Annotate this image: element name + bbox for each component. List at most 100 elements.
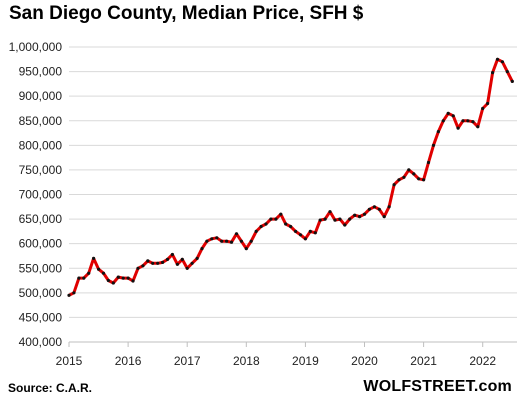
data-point (505, 70, 509, 74)
data-point (392, 183, 396, 187)
x-tick-label: 2017 (174, 354, 201, 368)
data-point (446, 111, 450, 115)
data-point (412, 172, 416, 176)
data-point (372, 205, 376, 209)
data-point (229, 240, 234, 244)
y-tick-label: 900,000 (19, 89, 63, 103)
data-point (402, 175, 406, 179)
data-point (156, 261, 160, 265)
data-point (234, 232, 239, 236)
data-point (333, 218, 337, 222)
brand-wolfstreet: WOLFSTREET.com (363, 378, 512, 395)
data-point (131, 279, 135, 283)
data-point (343, 223, 347, 227)
y-tick-label: 800,000 (19, 138, 63, 152)
x-tick-label: 2020 (351, 354, 378, 368)
series-line (67, 57, 514, 297)
data-point (180, 257, 184, 261)
data-point (146, 259, 150, 263)
x-tick-label: 2015 (56, 354, 83, 368)
data-point (121, 276, 125, 280)
data-point (264, 222, 268, 226)
y-tick-label: 400,000 (19, 335, 63, 349)
data-point (106, 278, 110, 283)
data-point (284, 222, 288, 226)
data-point (141, 264, 145, 268)
series-median-price (67, 57, 514, 297)
x-tick-label: 2018 (233, 354, 260, 368)
data-point (87, 271, 91, 275)
data-point (495, 57, 500, 61)
data-point (318, 218, 322, 222)
y-tick-label: 550,000 (19, 261, 63, 275)
data-point (338, 217, 342, 221)
data-point (239, 239, 243, 243)
data-point (170, 252, 174, 257)
data-point (195, 256, 199, 260)
y-axis: 400,000 450,000 500,000 550,000 600,000 650,0… (9, 40, 63, 349)
data-point (323, 217, 327, 221)
data-point (500, 60, 504, 64)
data-point (353, 213, 357, 217)
data-point (101, 271, 106, 275)
data-point (215, 236, 219, 240)
data-point (298, 233, 303, 237)
data-point (205, 239, 209, 243)
data-point (249, 239, 253, 243)
chart-title: San Diego County, Median Price, SFH $ (9, 3, 364, 24)
x-tick-label: 2019 (292, 354, 319, 368)
data-point (190, 261, 194, 265)
data-point (185, 266, 189, 270)
data-point (441, 119, 445, 123)
data-point (294, 229, 298, 233)
data-point (254, 229, 258, 233)
data-point (269, 217, 273, 221)
y-tick-label: 650,000 (19, 212, 63, 226)
data-point (417, 177, 421, 181)
data-point (220, 239, 224, 243)
y-tick-label: 700,000 (19, 188, 63, 202)
y-tick-label: 600,000 (19, 237, 63, 251)
data-point (358, 215, 362, 219)
data-point (72, 291, 76, 295)
data-point (67, 293, 71, 297)
data-point (303, 237, 307, 241)
x-tick-label: 2016 (115, 354, 142, 368)
gridlines (69, 46, 517, 318)
data-point (165, 257, 170, 261)
data-point (387, 205, 391, 209)
x-axis: 2015 2016 2017 2018 2019 2020 2021 2022 (56, 341, 517, 368)
data-point (92, 256, 96, 260)
x-tick-label: 2022 (469, 354, 496, 368)
data-point (136, 266, 140, 270)
data-point (436, 130, 440, 134)
y-tick-label: 500,000 (19, 286, 63, 300)
y-tick-label: 850,000 (19, 114, 63, 128)
data-point (200, 247, 204, 251)
y-tick-label: 450,000 (19, 310, 63, 324)
data-point (97, 267, 101, 271)
source-note: Source: C.A.R. (8, 381, 93, 395)
data-point (407, 168, 411, 172)
data-point (313, 231, 317, 235)
data-point (244, 247, 248, 251)
data-point (481, 106, 485, 111)
data-point (510, 79, 514, 83)
data-point (431, 143, 436, 147)
data-point (382, 215, 386, 219)
data-point (476, 125, 480, 129)
data-point (161, 260, 165, 264)
x-tick-label: 2021 (410, 354, 437, 368)
y-tick-label: 950,000 (19, 65, 63, 79)
data-point (274, 217, 278, 221)
data-point (328, 210, 332, 214)
data-point (362, 212, 367, 216)
data-point (461, 119, 465, 123)
data-point (116, 275, 120, 279)
data-point (225, 239, 229, 243)
data-point (466, 119, 470, 123)
data-point (289, 224, 293, 229)
data-point (111, 281, 115, 285)
data-point (422, 178, 426, 182)
